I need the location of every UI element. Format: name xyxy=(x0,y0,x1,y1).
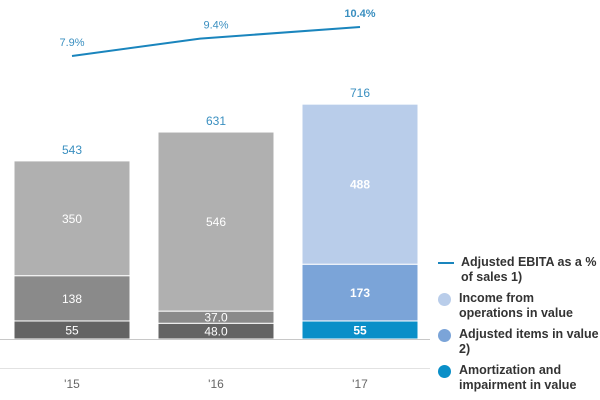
legend-dot-swatch xyxy=(438,365,451,378)
bar-segment xyxy=(13,160,131,277)
legend-label: Amortization and impairment in value xyxy=(459,363,577,392)
legend-label: Adjusted items in value 2) xyxy=(459,327,599,356)
bar-segment xyxy=(301,263,419,322)
x-tick-label: '17 xyxy=(352,377,368,391)
segment-label: 37.0 xyxy=(204,311,228,325)
legend-label: Income from operations in value xyxy=(459,291,573,320)
segment-label: 173 xyxy=(350,286,370,300)
line-point-label: 10.4% xyxy=(344,8,375,20)
ebita-line xyxy=(71,26,361,57)
legend-item-adjusted: Adjusted items in value 2) xyxy=(438,327,600,357)
segment-label: 350 xyxy=(62,212,82,226)
legend-item-ebita: Adjusted EBITA as a % of sales 1) xyxy=(438,255,600,285)
segment-label: 138 xyxy=(62,292,82,306)
legend-dot-swatch xyxy=(438,293,451,306)
legend-dot-swatch xyxy=(438,329,451,342)
total-label: 543 xyxy=(62,143,82,157)
bar-segment xyxy=(301,103,419,265)
legend-label: Adjusted EBITA as a % of sales 1) xyxy=(461,255,597,284)
segment-label: 55 xyxy=(353,323,367,337)
segment-label: 48.0 xyxy=(204,325,228,339)
total-label: 631 xyxy=(206,114,226,128)
legend-line-swatch xyxy=(438,262,454,264)
legend: Adjusted EBITA as a % of sales 1) Income… xyxy=(438,255,600,399)
segment-label: 55 xyxy=(65,323,79,337)
legend-item-income: Income from operations in value xyxy=(438,291,600,321)
segment-label: 488 xyxy=(350,178,370,192)
bar-segment xyxy=(157,131,275,312)
line-point-label: 9.4% xyxy=(203,20,228,32)
total-label: 716 xyxy=(350,86,370,100)
bar-segment xyxy=(13,275,131,322)
line-point-label: 7.9% xyxy=(59,37,84,49)
segment-label: 546 xyxy=(206,215,226,229)
x-tick-label: '15 xyxy=(64,377,80,391)
x-tick-label: '16 xyxy=(208,377,224,391)
legend-item-amortization: Amortization and impairment in value xyxy=(438,363,600,393)
